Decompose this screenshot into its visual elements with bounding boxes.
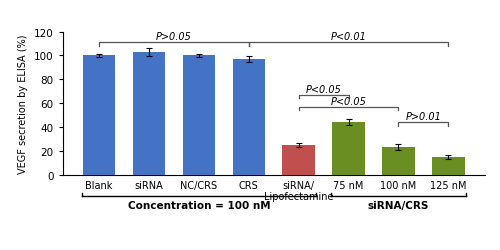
Bar: [432, 157, 464, 175]
Bar: [232, 60, 265, 175]
Bar: [382, 148, 414, 175]
Text: P<0.05: P<0.05: [330, 96, 366, 106]
Text: siRNA/CRS: siRNA/CRS: [368, 200, 429, 210]
Text: P>0.05: P>0.05: [156, 32, 192, 42]
Bar: [83, 56, 116, 175]
Text: P>0.01: P>0.01: [406, 112, 442, 122]
Bar: [332, 123, 365, 175]
Text: P<0.05: P<0.05: [306, 84, 342, 94]
Text: P<0.01: P<0.01: [330, 32, 366, 42]
Text: Concentration = 100 nM: Concentration = 100 nM: [128, 200, 270, 210]
Bar: [133, 53, 166, 175]
Bar: [182, 56, 215, 175]
Y-axis label: VEGF secretion by ELISA (%): VEGF secretion by ELISA (%): [18, 34, 28, 173]
Bar: [282, 145, 315, 175]
